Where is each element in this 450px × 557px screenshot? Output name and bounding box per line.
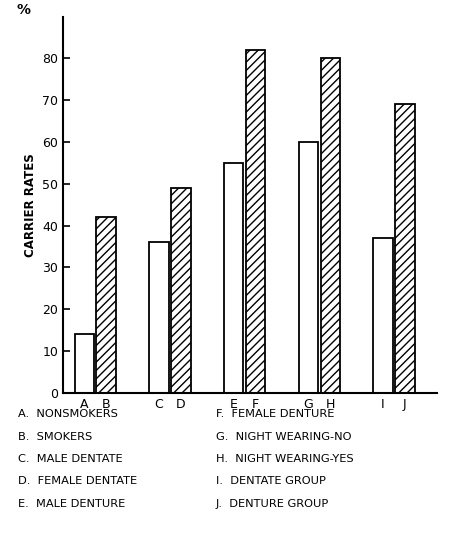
Text: A.  NONSMOKERS: A. NONSMOKERS <box>18 409 118 419</box>
Text: D.  FEMALE DENTATE: D. FEMALE DENTATE <box>18 476 137 486</box>
Bar <box>96 217 116 393</box>
Text: I.  DENTATE GROUP: I. DENTATE GROUP <box>216 476 326 486</box>
Text: F.  FEMALE DENTURE: F. FEMALE DENTURE <box>216 409 334 419</box>
Text: C.  MALE DENTATE: C. MALE DENTATE <box>18 454 122 464</box>
Bar <box>75 334 94 393</box>
Bar <box>299 142 318 393</box>
Text: H.  NIGHT WEARING-YES: H. NIGHT WEARING-YES <box>216 454 354 464</box>
Bar <box>320 58 340 393</box>
Text: J.  DENTURE GROUP: J. DENTURE GROUP <box>216 499 329 509</box>
Bar <box>149 242 169 393</box>
Text: B.  SMOKERS: B. SMOKERS <box>18 432 92 442</box>
Bar <box>395 105 414 393</box>
Text: %: % <box>17 3 31 17</box>
Text: G.  NIGHT WEARING-NO: G. NIGHT WEARING-NO <box>216 432 351 442</box>
Bar <box>246 50 265 393</box>
Text: E.  MALE DENTURE: E. MALE DENTURE <box>18 499 125 509</box>
Bar <box>374 238 393 393</box>
Bar <box>224 163 243 393</box>
Y-axis label: CARRIER RATES: CARRIER RATES <box>23 153 36 257</box>
Bar <box>171 188 190 393</box>
